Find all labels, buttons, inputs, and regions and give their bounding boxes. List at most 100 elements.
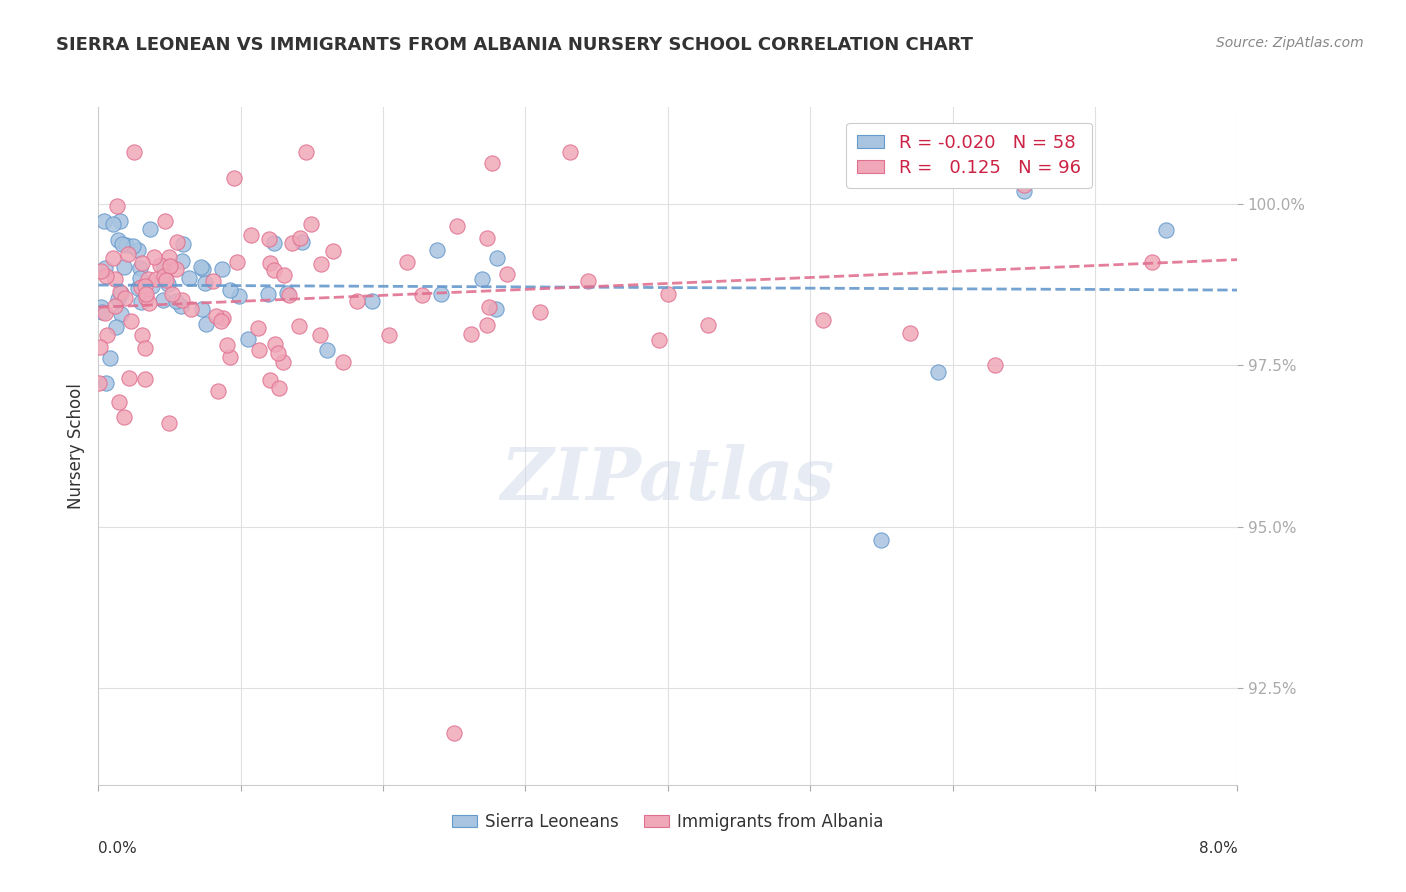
Point (648, 333, 671, 347)
Point (322, 244, 344, 259)
Point (266, 346, 288, 360)
Point (114, 291, 136, 305)
Point (259, 256, 281, 270)
Point (332, 355, 354, 369)
Point (475, 318, 498, 333)
Point (529, 305, 551, 319)
Point (110, 285, 132, 300)
Point (157, 416, 180, 430)
Point (277, 288, 299, 302)
Point (143, 250, 166, 264)
Point (155, 273, 177, 287)
Point (460, 327, 482, 342)
Point (107, 292, 129, 306)
Point (128, 261, 150, 276)
Point (291, 235, 314, 249)
Point (128, 270, 150, 285)
Point (295, 145, 318, 160)
Point (264, 337, 287, 351)
Point (94, 260, 117, 275)
Point (94, 306, 117, 320)
Point (108, 395, 131, 409)
Point (138, 296, 160, 310)
Point (247, 343, 270, 357)
Point (202, 274, 225, 288)
Point (104, 320, 127, 334)
Point (96, 327, 118, 342)
Point (1140, 255, 1163, 269)
Point (190, 260, 212, 275)
Point (103, 217, 125, 231)
Point (131, 256, 153, 270)
Point (135, 287, 157, 301)
Point (276, 286, 298, 301)
Point (110, 307, 132, 321)
Point (209, 314, 232, 328)
Point (112, 260, 135, 274)
Point (240, 227, 263, 242)
Point (156, 277, 179, 291)
Point (103, 252, 125, 266)
Point (194, 276, 217, 290)
Point (107, 233, 129, 247)
Point (117, 370, 139, 384)
Point (259, 373, 281, 387)
Point (898, 326, 921, 340)
Point (141, 278, 163, 293)
Point (89, 340, 111, 354)
Point (316, 343, 339, 357)
Point (180, 301, 202, 316)
Point (139, 221, 162, 235)
Point (395, 255, 418, 269)
Point (114, 238, 136, 252)
Point (443, 726, 465, 740)
Point (870, 533, 893, 547)
Point (207, 384, 229, 398)
Point (228, 289, 250, 303)
Point (134, 341, 156, 355)
Point (263, 235, 285, 250)
Point (217, 337, 239, 351)
Point (94, 376, 117, 390)
Point (90, 264, 112, 278)
Point (169, 299, 191, 313)
Point (259, 231, 281, 245)
Point (131, 328, 153, 343)
Point (191, 302, 214, 317)
Point (558, 145, 581, 160)
Point (224, 171, 246, 186)
Point (211, 261, 233, 276)
Point (238, 332, 260, 346)
Point (120, 314, 142, 328)
Point (495, 267, 517, 281)
Point (165, 294, 187, 309)
Point (576, 274, 599, 288)
Point (257, 287, 280, 301)
Point (984, 359, 1007, 373)
Point (89, 376, 111, 390)
Point (299, 217, 322, 231)
Point (657, 287, 679, 301)
Point (170, 254, 193, 268)
Point (1012, 184, 1035, 198)
Y-axis label: Nursery School: Nursery School (66, 383, 84, 509)
Point (111, 236, 134, 251)
Point (1012, 178, 1035, 192)
Point (127, 243, 149, 257)
Point (117, 247, 139, 261)
Point (205, 309, 228, 323)
Point (93, 214, 115, 228)
Point (271, 354, 294, 368)
Point (218, 350, 240, 364)
Point (153, 260, 176, 275)
Point (135, 291, 157, 305)
Legend: Sierra Leoneans, Immigrants from Albania: Sierra Leoneans, Immigrants from Albania (446, 806, 890, 838)
Point (166, 235, 188, 249)
Point (486, 252, 509, 266)
Point (122, 145, 145, 160)
Point (927, 365, 949, 379)
Point (411, 287, 433, 301)
Point (288, 319, 311, 334)
Point (246, 321, 269, 335)
Text: 8.0%: 8.0% (1198, 841, 1237, 856)
